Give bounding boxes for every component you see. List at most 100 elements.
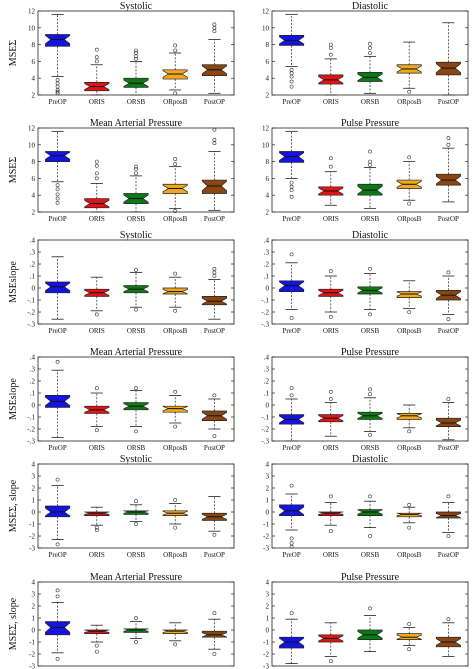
x-tick-label: ORposB: [397, 215, 421, 223]
box-body: [435, 417, 461, 427]
outlier-point: [368, 149, 372, 154]
box-postop: [201, 393, 227, 439]
y-tick-label: .1: [30, 390, 36, 398]
y-tick-label: -3: [263, 663, 269, 669]
box-body: [201, 179, 227, 194]
chart-panel: Mean Arterial Pressure -.3 -.2 -.1 0 .1 .2 .3 .4…: [8, 347, 235, 452]
y-tick-label: 2: [266, 92, 270, 100]
box-oris: [318, 622, 344, 664]
chart-panel: Mean Arterial Pressure 2 4 6 8 10 12 MSEΣ PreOP O…: [8, 118, 235, 223]
outlier-point: [289, 611, 294, 616]
y-tick-label: -1: [29, 639, 35, 647]
outlier-point: [212, 29, 217, 34]
y-tick-label: -1: [263, 639, 269, 647]
y-tick-label: 3: [32, 591, 36, 599]
x-tick-label: PostOP: [204, 327, 225, 335]
outlier-point: [328, 42, 333, 47]
box-orsb: [123, 48, 149, 96]
outlier-point: [55, 359, 60, 364]
outlier-point: [212, 137, 217, 142]
x-tick-label: PreOP: [48, 444, 66, 452]
outlier-point: [446, 617, 451, 622]
y-tick-label: 3: [266, 473, 270, 481]
x-tick-label: ORposB: [397, 98, 421, 106]
y-axis-label: MSEslope: [8, 378, 19, 420]
x-tick-label: PostOP: [438, 444, 459, 452]
x-tick-label: ORIS: [89, 327, 105, 335]
outlier-point: [94, 55, 99, 60]
outlier-point: [134, 386, 138, 391]
y-tick-label: 4: [32, 461, 36, 469]
outlier-point: [289, 188, 294, 193]
plot-frame: [271, 239, 469, 325]
box-orsb: [123, 268, 149, 312]
outlier-point: [407, 201, 412, 206]
chart-title: Diastolic: [352, 1, 389, 12]
y-tick-label: 6: [32, 175, 36, 183]
chart-panel: Mean Arterial Pressure -3 -2 -1 0 1 2 3 4 MSEΣ, s…: [8, 572, 235, 669]
y-tick-label: .3: [30, 366, 36, 374]
box-orposb: [162, 622, 188, 647]
y-tick-label: -2: [29, 651, 35, 659]
y-tick-label: 8: [266, 158, 270, 166]
y-tick-label: 4: [32, 579, 36, 587]
x-tick-label: PreOP: [282, 327, 300, 335]
y-tick-label: .1: [264, 273, 270, 281]
outlier-point: [134, 616, 138, 620]
y-tick-label: 10: [28, 24, 36, 32]
box-oris: [318, 269, 344, 319]
outlier-point: [134, 56, 138, 61]
y-tick-label: .3: [264, 366, 270, 374]
y-tick-label: 1: [32, 615, 36, 623]
chart-title: Mean Arterial Pressure: [90, 118, 183, 129]
box-body: [123, 628, 149, 633]
x-tick-label: PostOP: [438, 98, 459, 106]
outlier-point: [94, 47, 99, 52]
box-preop: [279, 252, 305, 320]
outlier-point: [328, 659, 333, 664]
chart-panel: Diastolic -.3 -.2 -.1 0 .1 .2 .3 .4 PreOP ORIS ORSB…: [261, 230, 469, 335]
y-tick-label: 12: [262, 8, 270, 16]
x-tick-label: ORIS: [89, 551, 105, 559]
outlier-point: [134, 522, 138, 526]
y-tick-label: 4: [32, 192, 36, 200]
outlier-point: [289, 252, 294, 257]
x-tick-label: PostOP: [204, 98, 225, 106]
chart-panel: Systolic 2 4 6 8 10 12 MSEΣ PreOP ORIS ORSB ORposB P…: [8, 1, 235, 106]
outlier-point: [212, 532, 217, 537]
box-orposb: [162, 157, 188, 214]
y-tick-label: 0: [32, 285, 36, 293]
outlier-point: [212, 434, 217, 439]
outlier-point: [212, 270, 217, 275]
outlier-point: [55, 542, 60, 547]
outlier-point: [134, 48, 138, 53]
chart-title: Pulse Pressure: [341, 118, 400, 129]
outlier-point: [94, 386, 99, 391]
outlier-point: [212, 652, 217, 656]
box-body: [45, 621, 71, 636]
box-postop: [201, 127, 227, 211]
outlier-point: [289, 194, 294, 199]
box-body: [45, 34, 71, 47]
box-oris: [84, 506, 110, 532]
y-tick-label: 0: [266, 285, 270, 293]
x-tick-label: ORSB: [127, 444, 146, 452]
y-tick-label: 4: [266, 461, 270, 469]
chart-panel: Diastolic -3 -2 -1 0 1 2 3 4 PreOP ORIS ORSB ORposB P…: [263, 454, 469, 559]
box-postop: [435, 494, 461, 538]
x-tick-label: ORposB: [397, 327, 421, 335]
outlier-point: [328, 164, 333, 169]
outlier-point: [328, 52, 333, 57]
box-body: [162, 287, 188, 295]
outlier-point: [446, 397, 451, 401]
y-tick-label: 2: [266, 209, 270, 217]
x-tick-label: PostOP: [438, 551, 459, 559]
outlier-point: [328, 494, 333, 499]
outlier-point: [94, 159, 99, 164]
x-tick-label: PreOP: [48, 327, 66, 335]
box-preop: [45, 130, 71, 205]
x-tick-label: ORIS: [323, 327, 339, 335]
x-tick-label: ORIS: [323, 98, 339, 106]
outlier-point: [173, 271, 178, 276]
box-orsb: [357, 387, 383, 437]
